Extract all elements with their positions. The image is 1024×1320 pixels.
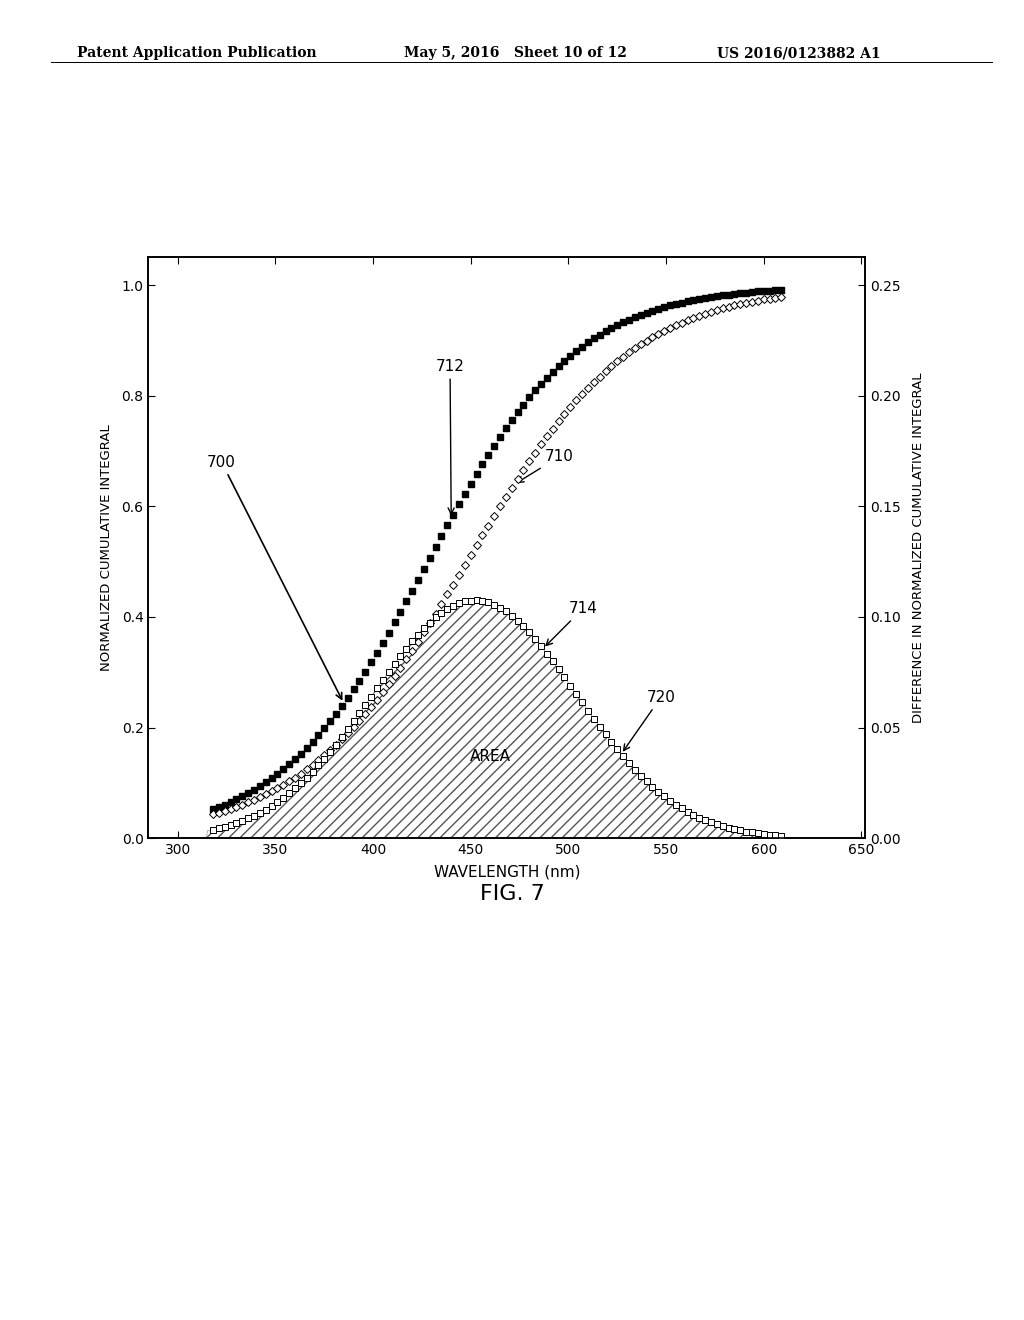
Y-axis label: NORMALIZED CUMULATIVE INTEGRAL: NORMALIZED CUMULATIVE INTEGRAL [100,425,114,671]
Text: 710: 710 [517,449,573,482]
X-axis label: WAVELENGTH (nm): WAVELENGTH (nm) [433,865,581,879]
Text: Patent Application Publication: Patent Application Publication [77,46,316,61]
Text: FIG. 7: FIG. 7 [479,884,545,904]
Text: 700: 700 [207,454,342,700]
Text: US 2016/0123882 A1: US 2016/0123882 A1 [717,46,881,61]
Text: 720: 720 [624,689,676,751]
Y-axis label: DIFFERENCE IN NORMALIZED CUMULATIVE INTEGRAL: DIFFERENCE IN NORMALIZED CUMULATIVE INTE… [912,372,925,723]
Text: May 5, 2016   Sheet 10 of 12: May 5, 2016 Sheet 10 of 12 [404,46,628,61]
Text: 714: 714 [546,601,597,645]
Text: 712: 712 [435,359,465,513]
Text: AREA: AREA [470,748,511,764]
